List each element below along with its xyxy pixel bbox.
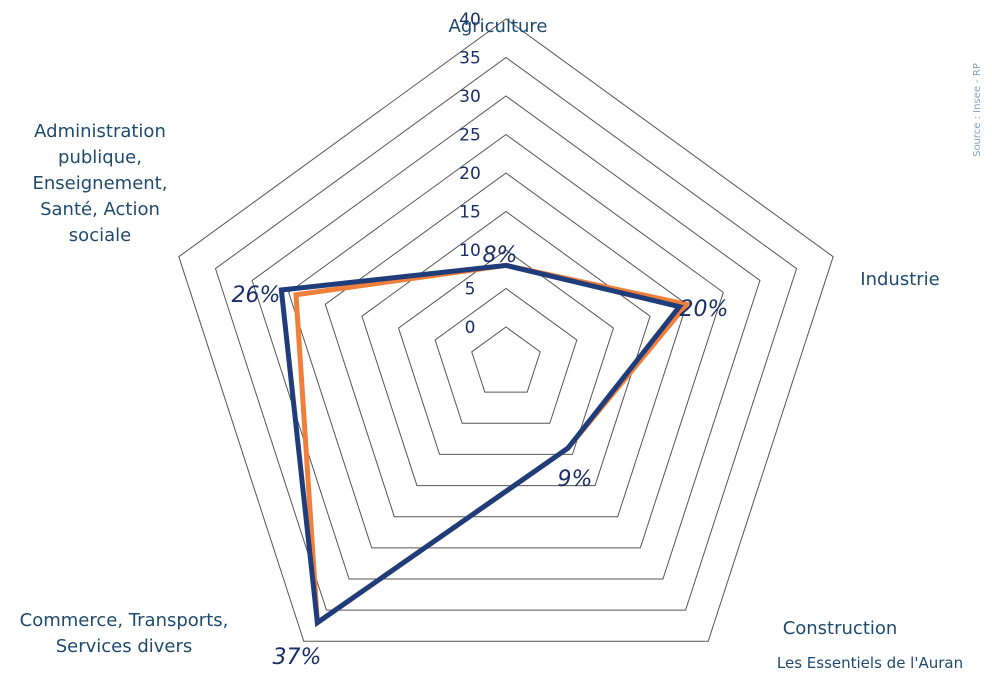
axis-label-admin-line5: sociale [69, 225, 131, 246]
tick-label-40: 40 [459, 10, 481, 30]
axis-label-commerce-line1: Commerce, Transports, [20, 610, 229, 631]
axis-label-admin-line3: Enseignement, [33, 173, 168, 194]
axis-label-commerce: Commerce, Transports, Services divers [20, 610, 229, 657]
tick-label-15: 15 [459, 203, 481, 223]
tick-label-35: 35 [459, 49, 481, 69]
annotation-administration: 26% [232, 283, 281, 308]
grid-ring-35 [214, 56, 798, 611]
grid-ring-40 [178, 18, 834, 642]
annotation-construction: 9% [558, 467, 593, 492]
annotation-industrie: 20% [680, 297, 729, 322]
annotation-commerce: 37% [273, 645, 322, 670]
grid-ring-5 [434, 287, 578, 424]
grid-ring-30 [251, 95, 761, 580]
axis-label-admin-line2: publique, [58, 147, 142, 168]
grid-ring-10 [397, 249, 615, 455]
radar-tick-labels: 0 5 10 15 20 25 30 35 40 [459, 10, 481, 338]
axis-label-commerce-line2: Services divers [56, 636, 193, 657]
axis-label-industrie: Industrie [860, 269, 939, 290]
axis-label-construction: Construction [783, 618, 898, 639]
tick-label-0: 0 [465, 318, 476, 338]
tick-label-25: 25 [459, 126, 481, 146]
tick-label-30: 30 [459, 87, 481, 107]
axis-label-administration: Administration publique, Enseignement, S… [33, 121, 168, 246]
radar-series [278, 262, 692, 628]
grid-ring-0 [471, 326, 541, 393]
grid-ring-20 [324, 172, 688, 518]
source-note: Source : Insee - RP [972, 63, 983, 157]
axis-label-agriculture: Agriculture [449, 16, 548, 37]
annotation-agriculture: 8% [483, 243, 518, 268]
series-line-2 [278, 262, 684, 628]
tick-label-5: 5 [465, 280, 476, 300]
series-line-1 [293, 262, 692, 628]
grid-ring-15 [361, 210, 651, 487]
footer-publication: Les Essentiels de l'Auran [777, 654, 963, 672]
radar-grid [178, 18, 834, 642]
axis-label-admin-line1: Administration [34, 121, 166, 142]
axis-label-admin-line4: Santé, Action [40, 199, 160, 220]
tick-label-10: 10 [459, 241, 481, 261]
grid-ring-25 [288, 133, 724, 549]
tick-label-20: 20 [459, 164, 481, 184]
